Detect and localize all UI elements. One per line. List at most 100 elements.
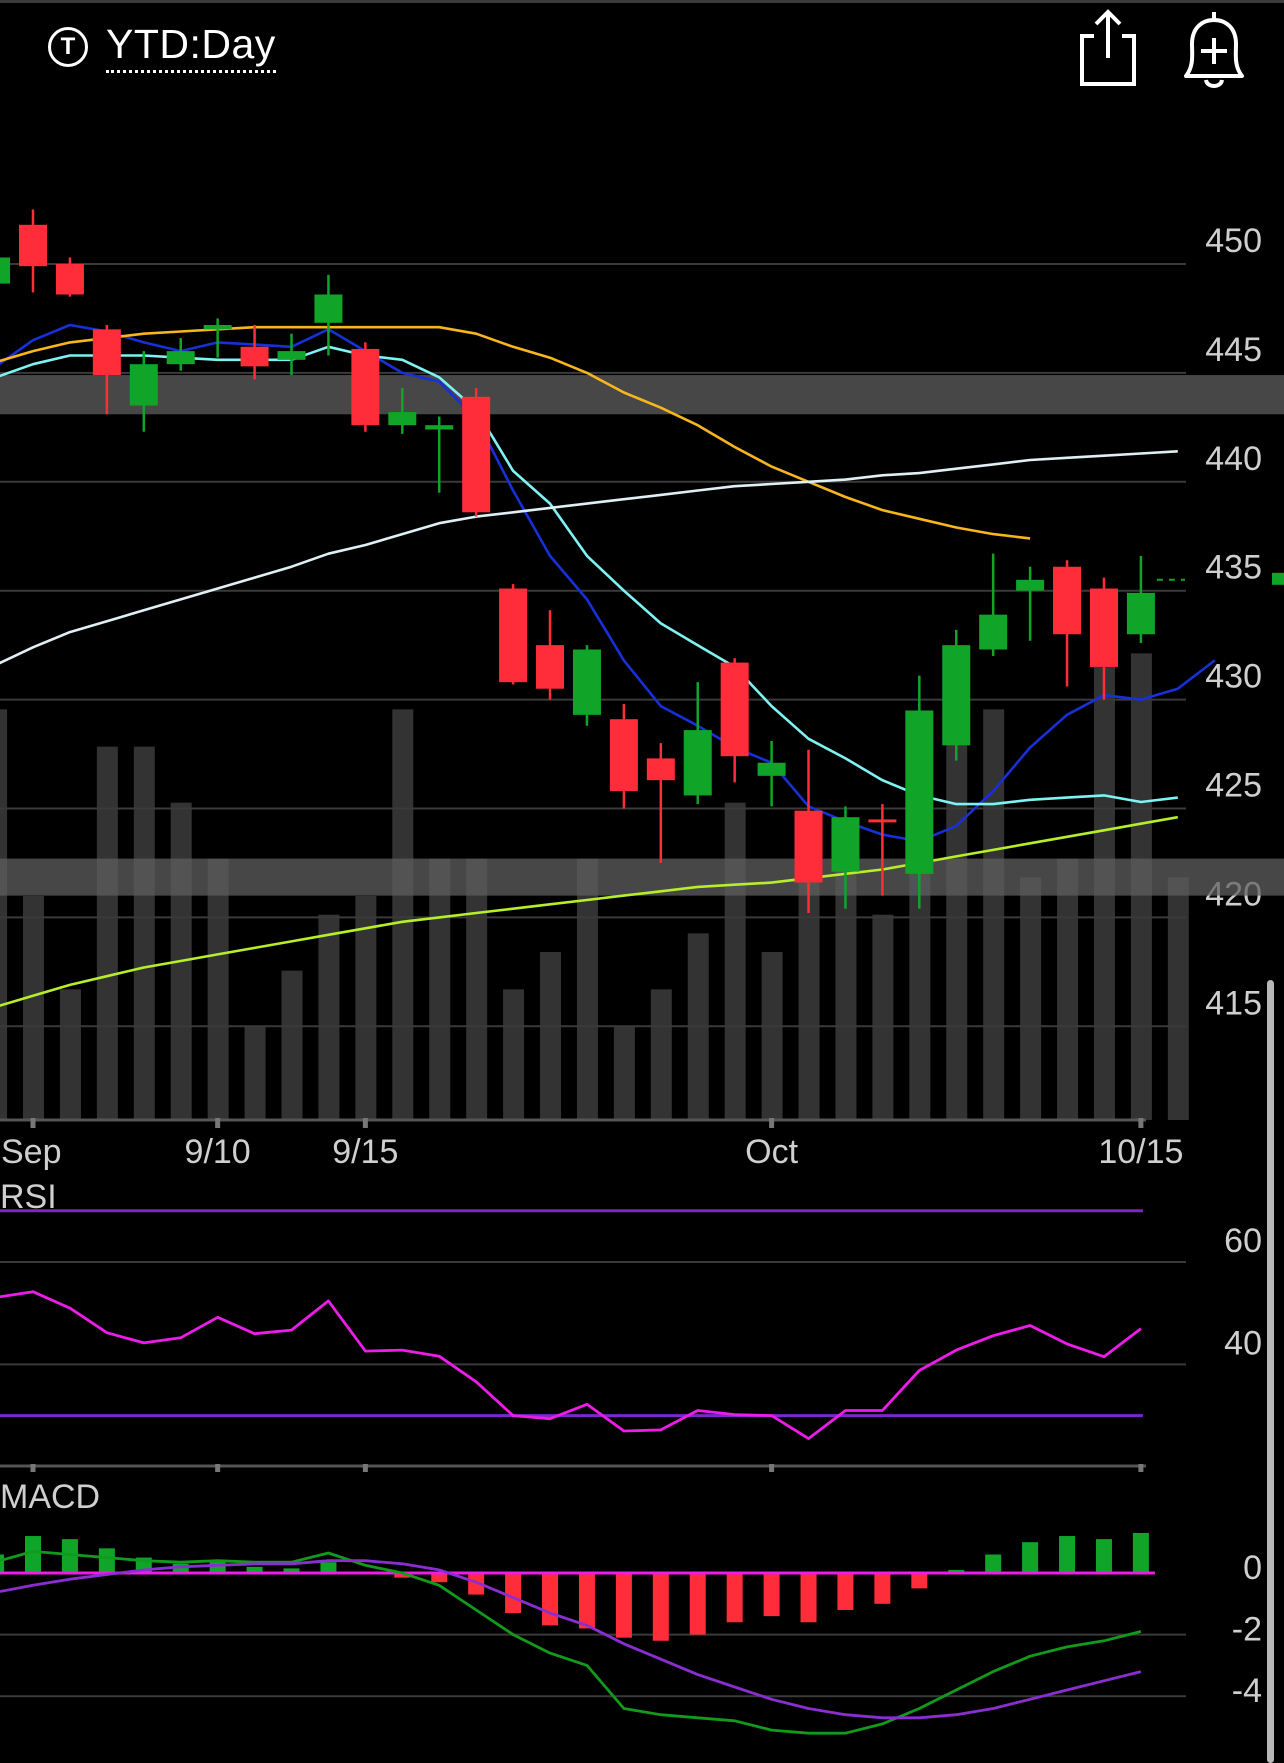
macd-histogram-bar <box>1059 1536 1076 1573</box>
candle-down <box>19 224 47 267</box>
volume-bar <box>503 989 525 1120</box>
volume-bar <box>318 914 340 1120</box>
macd-histogram-bar <box>542 1573 559 1626</box>
candle-down <box>351 348 380 426</box>
volume-bar <box>429 858 451 1120</box>
candle-up <box>757 762 786 776</box>
candle-up <box>166 351 195 365</box>
price-axis-label: 435 <box>1205 549 1262 587</box>
macd-histogram-bar <box>763 1573 780 1617</box>
macd-histogram-bar <box>1132 1532 1149 1573</box>
macd-histogram-bar <box>394 1573 411 1578</box>
volume-bar <box>576 858 598 1120</box>
support-band <box>0 375 1284 415</box>
candle-down <box>609 719 638 792</box>
share-icon <box>1080 9 1136 86</box>
macd-histogram-bar <box>652 1573 669 1641</box>
macd-histogram-bar <box>689 1573 706 1635</box>
macd-axis-label: 0 <box>1243 1549 1262 1587</box>
rsi-line <box>0 1290 1142 1440</box>
volume-bar <box>835 858 857 1120</box>
macd-histogram-bar <box>172 1563 189 1573</box>
volume-bar <box>1020 877 1042 1120</box>
moving-average-line <box>0 323 1216 843</box>
volume-bar <box>392 709 414 1120</box>
macd-histogram-bar <box>61 1539 78 1573</box>
price-axis-label: 440 <box>1205 440 1262 478</box>
candle-up <box>1126 592 1155 635</box>
candle-down <box>794 810 823 883</box>
volume-bar <box>281 970 303 1120</box>
volume-bar <box>613 1026 635 1120</box>
x-axis-label: 9/10 <box>185 1133 251 1171</box>
range-selector[interactable]: YTD:Day <box>106 20 276 73</box>
price-axis-label: 445 <box>1205 331 1262 369</box>
volume-bar <box>909 821 931 1120</box>
price-axis-label: 425 <box>1205 767 1262 805</box>
candle-up <box>572 649 601 715</box>
candle-up <box>425 425 454 430</box>
volume-bar <box>724 802 746 1120</box>
macd-histogram-bar <box>837 1573 854 1610</box>
macd-histogram-bar <box>1022 1542 1039 1573</box>
candle-up <box>203 324 232 330</box>
volume-bar <box>23 896 44 1120</box>
macd-histogram-bar <box>578 1573 595 1629</box>
add-alert-bell-icon <box>1184 12 1244 88</box>
price-axis-label: 450 <box>1205 222 1262 260</box>
macd-histogram-bar <box>283 1568 300 1573</box>
moving-average-line <box>0 325 1031 540</box>
macd-histogram-bar <box>800 1573 817 1623</box>
candle-down <box>1089 588 1118 667</box>
volume-bar <box>0 709 8 1120</box>
moving-average-line <box>0 450 1178 665</box>
macd-title: MACD <box>0 1478 100 1516</box>
volume-bar <box>798 840 820 1120</box>
macd-histogram-bar <box>431 1573 448 1583</box>
volume-bar <box>133 746 155 1120</box>
candle-up <box>388 412 417 426</box>
macd-axis-label: -4 <box>1232 1672 1262 1710</box>
candle-down <box>720 662 749 757</box>
candle-down <box>646 758 675 781</box>
x-axis-label: 9/15 <box>332 1133 398 1171</box>
support-band <box>0 858 1284 896</box>
volume-bar <box>59 989 81 1120</box>
volume-bar <box>244 1026 266 1120</box>
share-button[interactable] <box>1068 6 1148 92</box>
top-bar: T YTD:Day <box>0 0 1284 100</box>
candle-up <box>979 614 1008 650</box>
volume-bar <box>872 914 894 1120</box>
price-axis-label: 415 <box>1205 984 1262 1022</box>
add-alert-button[interactable] <box>1174 6 1254 92</box>
price-axis-label: 430 <box>1205 658 1262 696</box>
volume-bar <box>1057 858 1079 1120</box>
candle-up <box>314 294 343 323</box>
candle-down <box>868 819 897 823</box>
macd-histogram-bar <box>0 1554 5 1573</box>
macd-histogram-bar <box>468 1573 485 1595</box>
volume-bar <box>540 952 562 1120</box>
moving-average-line <box>0 815 1179 1007</box>
candle-up <box>905 710 934 874</box>
macd-histogram-bar <box>874 1573 891 1604</box>
volume-bar <box>983 709 1005 1120</box>
candle-up <box>0 257 11 284</box>
candle-down <box>92 329 121 376</box>
volume-bar <box>1167 877 1189 1120</box>
macd-histogram-bar <box>320 1562 337 1573</box>
volume-bar <box>761 952 783 1120</box>
macd-histogram-bar <box>615 1573 632 1638</box>
x-axis-label: Oct <box>745 1133 798 1171</box>
rsi-axis-label: 60 <box>1224 1222 1262 1260</box>
candle-down <box>536 645 565 689</box>
last-price-marker <box>1272 572 1284 585</box>
candle-down <box>55 264 84 295</box>
macd-axis-label: -2 <box>1232 1611 1262 1649</box>
candle-down <box>240 346 269 367</box>
macd-histogram-bar <box>911 1573 928 1589</box>
volume-bar <box>207 858 229 1120</box>
candle-up <box>1016 579 1045 591</box>
ticker-symbol-icon[interactable]: T <box>48 27 88 67</box>
